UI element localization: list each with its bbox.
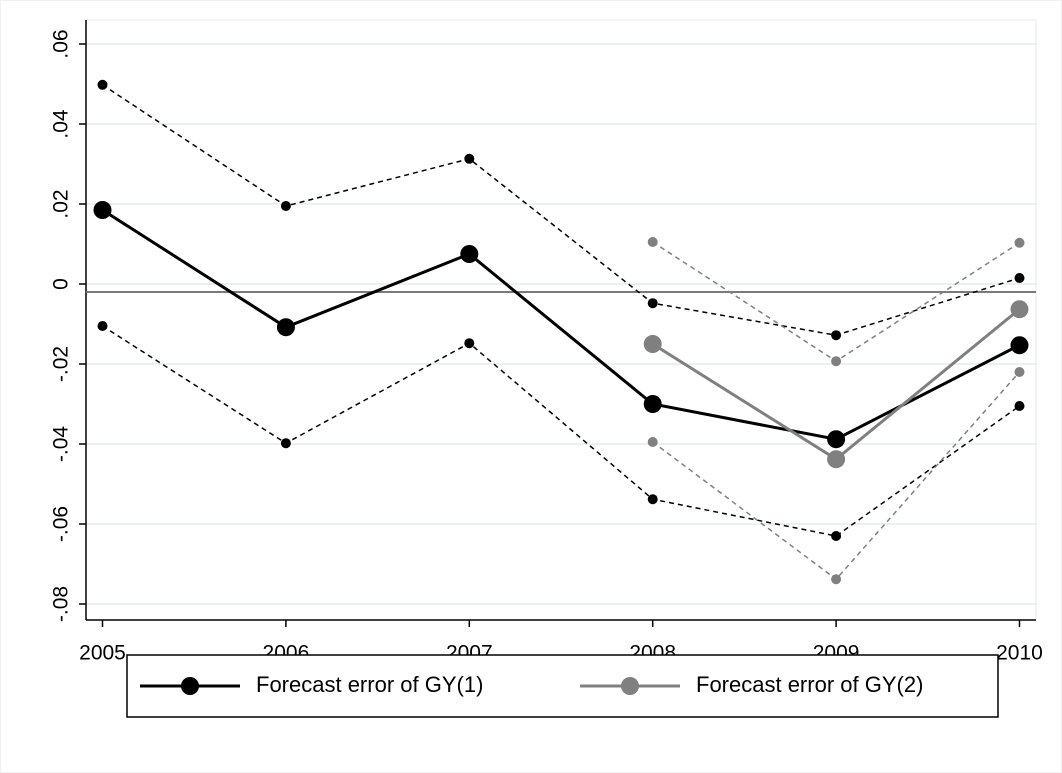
legend-marker <box>181 677 199 695</box>
legend-label: Forecast error of GY(1) <box>256 672 483 697</box>
ci-lower-line-marker <box>647 437 658 447</box>
series-line-marker <box>460 245 479 263</box>
ci-lower-line-marker <box>831 574 842 585</box>
legend-box <box>126 654 999 718</box>
ci-upper-line <box>102 84 1020 336</box>
y-tick-label: .02 <box>50 189 73 218</box>
ci-lower-line-marker <box>464 338 475 349</box>
series-line <box>101 208 1021 441</box>
y-tick-label: -.06 <box>50 506 73 542</box>
y-tick-label: .04 <box>50 109 73 139</box>
legend-marker <box>621 677 639 695</box>
series-line-marker <box>643 395 662 413</box>
series-line-marker <box>93 201 112 219</box>
ci-upper-line-marker <box>647 298 658 309</box>
ci-upper-line-marker <box>464 153 475 164</box>
series-line-marker <box>827 450 846 469</box>
ci-lower-line-marker <box>97 321 108 331</box>
ci-upper-line-marker <box>647 237 658 247</box>
series-line-marker <box>827 430 846 449</box>
ci-lower-line-marker <box>831 531 842 541</box>
y-tick-label: -.04 <box>50 426 73 463</box>
ci-lower-line <box>102 325 1020 537</box>
legend: Forecast error of GY(1) Forecast error of… <box>126 654 999 718</box>
ci-lower-line-marker <box>647 494 658 505</box>
ci-upper-line-marker <box>97 79 108 90</box>
legend-label: Forecast error of GY(2) <box>696 672 923 697</box>
ci-upper-line-marker <box>1014 273 1025 283</box>
ci-upper-line-marker <box>280 201 291 211</box>
y-tick-label: 0 <box>50 278 73 290</box>
y-tick-label: .06 <box>50 29 73 58</box>
y-tick-label: -.02 <box>50 346 73 382</box>
ci-upper-line-marker <box>831 356 842 367</box>
x-tick-label: 2005 <box>79 642 126 665</box>
x-tick-label: 2010 <box>996 642 1043 665</box>
y-tick-label: -.08 <box>50 586 73 622</box>
ci-lower-line-marker <box>280 438 291 449</box>
ci-lower-line-marker <box>1014 367 1025 377</box>
ci-upper-line-marker <box>1014 237 1025 248</box>
series-line-marker <box>643 335 662 353</box>
series-line-marker <box>1010 336 1029 355</box>
ci-lower-line-marker <box>1014 401 1025 411</box>
plot-area <box>85 19 1037 621</box>
series-line-marker <box>276 318 295 337</box>
ci-upper-line-marker <box>831 330 842 341</box>
series-line-marker <box>1010 300 1029 319</box>
